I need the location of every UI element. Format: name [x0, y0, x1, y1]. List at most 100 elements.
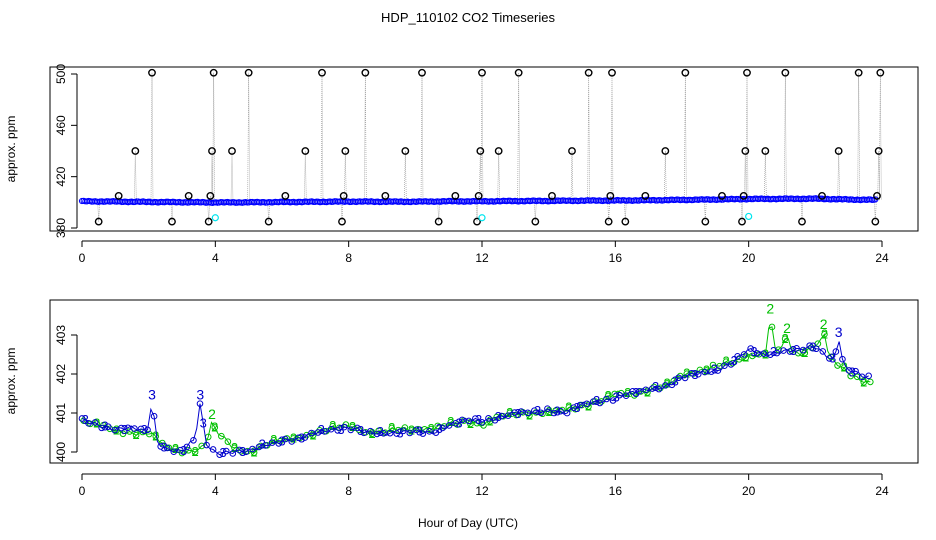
series-3-marker-label: 3 [318, 422, 325, 437]
series-3-point [622, 392, 630, 400]
series-3-point [295, 434, 302, 442]
series-3-marker-label: 3 [731, 353, 738, 368]
raw-point [871, 217, 880, 226]
y-tick-label: 420 [54, 166, 68, 186]
series-3-point [255, 443, 263, 451]
x-tick-label: 16 [609, 484, 623, 498]
series-2-peak-label: 2 [208, 406, 216, 422]
raw-point [681, 68, 690, 77]
series-3-point [498, 412, 505, 420]
series-3-marker-label: 3 [613, 390, 620, 405]
series-2-marker-label: 2 [506, 405, 513, 420]
series-3-marker-label: 3 [200, 416, 207, 431]
series-3-marker-label: 3 [632, 385, 639, 400]
series-2-marker-label: 2 [604, 388, 611, 403]
raw-point [584, 68, 593, 77]
series-2-marker-label: 2 [250, 445, 257, 460]
series-3-point [91, 419, 99, 426]
series-2-peak-label: 2 [783, 320, 791, 336]
series-3-point [603, 395, 610, 403]
bottom-y-axis-label: approx. ppm [4, 348, 18, 415]
series-2-point [775, 346, 782, 353]
x-tick-label: 24 [875, 484, 889, 498]
series-3-marker-label: 3 [495, 409, 502, 424]
series-3-peak-label: 3 [196, 386, 204, 402]
series-2-point [224, 438, 232, 445]
series-3-point [190, 437, 197, 444]
raw-point [568, 147, 576, 155]
series-2-point [126, 428, 133, 435]
series-3-point [537, 409, 545, 417]
series-3-point [85, 420, 92, 427]
series-2-marker-label: 2 [191, 444, 198, 459]
series-2-marker-label: 2 [211, 419, 218, 434]
series-2-point [454, 421, 461, 428]
x-tick-label: 4 [212, 484, 219, 498]
raw-point [761, 147, 770, 155]
x-axis-label: Hour of Day (UTC) [418, 516, 518, 530]
raw-point [834, 147, 843, 155]
raw-point [476, 147, 485, 155]
series-3-marker-label: 3 [82, 412, 89, 427]
raw-point [434, 217, 443, 226]
series-3-point [780, 347, 787, 354]
series-3-point [616, 391, 623, 399]
raw-point [264, 217, 273, 226]
series-3-point [675, 374, 682, 382]
series-3-marker-label: 3 [534, 403, 541, 418]
series-3-peak-label: 3 [148, 386, 156, 402]
series-2-marker-label: 2 [349, 419, 356, 434]
series-2-marker-label: 2 [840, 360, 847, 375]
series-3-marker-label: 3 [278, 434, 285, 449]
x-tick-label: 16 [609, 251, 623, 265]
series-2-peak-label: 2 [766, 301, 774, 317]
series-3-point [583, 400, 591, 408]
excluded-point [478, 214, 486, 222]
series-3-point [183, 443, 191, 451]
series-3-point [118, 424, 125, 432]
raw-point [738, 217, 746, 226]
series-2-marker-label: 2 [408, 422, 415, 437]
series-3-point [177, 446, 184, 454]
series-3-point [845, 367, 853, 374]
series-3-point [649, 385, 656, 392]
raw-point [281, 192, 290, 200]
series-2-point [709, 361, 717, 369]
series-3-point [753, 350, 761, 357]
series-3-point [609, 397, 617, 404]
series-3-point [458, 416, 466, 424]
raw-point [874, 147, 883, 155]
series-3-point [131, 425, 138, 432]
raw-point [621, 217, 630, 226]
chart-title: HDP_110102 CO2 Timeseries [381, 10, 555, 25]
series-3-point [511, 409, 518, 416]
series-2-line [83, 326, 871, 454]
series-3-point [550, 409, 558, 417]
series-3-point [406, 429, 414, 437]
series-2-point [834, 362, 841, 369]
series-3-marker-label: 3 [455, 415, 462, 430]
series-3-point [806, 342, 813, 349]
raw-point [451, 192, 460, 200]
series-2-marker-label: 2 [93, 416, 100, 431]
series-3-point [229, 450, 237, 457]
series-2-point [821, 331, 828, 338]
raw-point [206, 192, 215, 200]
raw-point [798, 217, 806, 226]
series-2-point [93, 420, 101, 427]
series-2-point [768, 323, 776, 331]
series-3-point [714, 367, 722, 374]
raw-point [641, 192, 650, 200]
series-3-point [163, 444, 171, 452]
series-3-point [275, 440, 282, 447]
y-tick-label: 400 [54, 442, 68, 462]
series-3-point [517, 408, 525, 415]
series-3-line [81, 341, 869, 456]
series-3-point [419, 430, 427, 437]
series-2-marker-label: 2 [683, 366, 690, 381]
x-tick-label: 12 [475, 251, 489, 265]
series-3-point [524, 409, 532, 417]
series-3-point [826, 355, 833, 362]
x-tick-label: 24 [875, 251, 889, 265]
series-3-point [544, 405, 551, 412]
